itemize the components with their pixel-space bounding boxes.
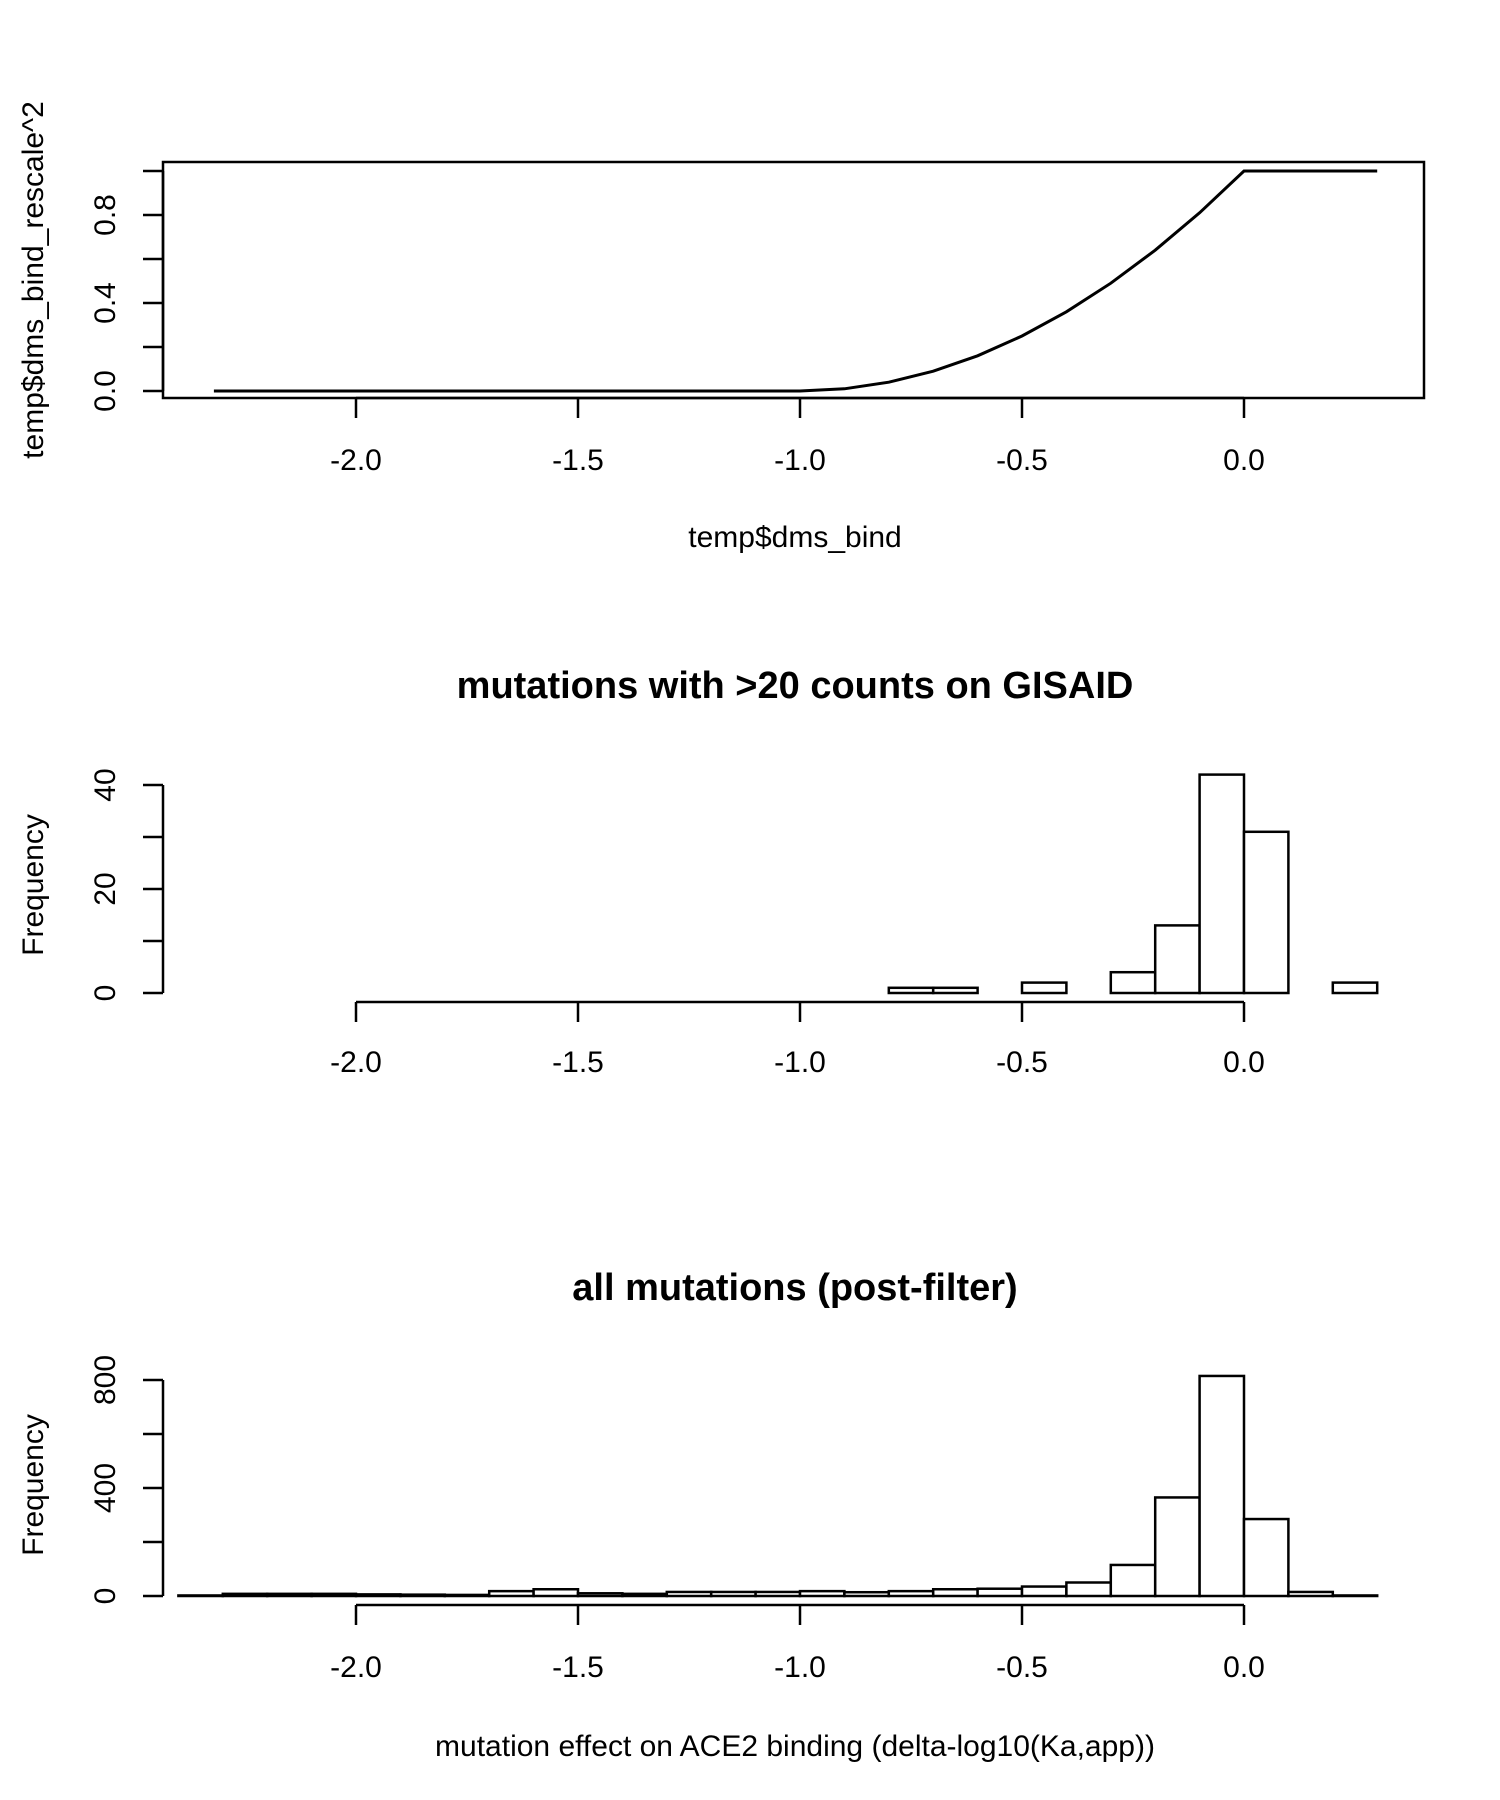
histogram-bar — [1153, 924, 1201, 995]
x-tick-label: -0.5 — [996, 444, 1048, 477]
x-tick-label: -2.0 — [330, 1651, 382, 1684]
x-tick-label: -1.0 — [774, 1651, 826, 1684]
series-line-1 — [213, 169, 1378, 393]
x-tick-label: -2.0 — [330, 1046, 382, 1079]
histogram-bar — [1109, 970, 1157, 995]
histogram-bar — [1198, 1374, 1246, 1598]
y-tick-label: 400 — [89, 1463, 122, 1513]
histogram-bar — [576, 1592, 624, 1598]
x-tick-label: -1.5 — [552, 1046, 604, 1079]
histogram-bar — [931, 986, 979, 995]
histogram-bar — [1020, 1585, 1068, 1598]
histogram-bar — [399, 1593, 447, 1598]
x-tick-label: -2.0 — [330, 444, 382, 477]
histogram-bar — [443, 1593, 491, 1598]
x-tick-label: -1.5 — [552, 1651, 604, 1684]
y-tick-label: 0.0 — [89, 370, 122, 412]
histogram-bar — [754, 1590, 802, 1598]
histogram-bar — [976, 1587, 1024, 1598]
histogram-bar — [265, 1592, 313, 1598]
y-tick-label: 20 — [89, 872, 122, 905]
histogram-bar — [887, 1589, 935, 1598]
chart-panel-3: all mutations (post-filter) 0 400 800 Freque… — [17, 1267, 1379, 1763]
histogram-bar — [310, 1592, 358, 1598]
x-axis-title: mutation effect on ACE2 binding (delta-l… — [435, 1730, 1155, 1763]
y-axis-title: Frequency — [17, 814, 50, 956]
histogram-bar — [487, 1589, 535, 1598]
chart-title: mutations with >20 counts on GISAID — [457, 665, 1134, 707]
x-tick-label: -1.0 — [774, 1046, 826, 1079]
chart-panel-1: 0.0 0.4 0.8 temp$dms_bind_rescale^2 -2.0 -1.5… — [17, 101, 1426, 554]
histogram-bar — [1242, 830, 1290, 995]
histogram-bar — [1020, 981, 1068, 995]
histogram-bar — [177, 1594, 225, 1598]
histogram-bar — [1198, 773, 1246, 995]
histogram-bar — [931, 1588, 979, 1598]
y-tick-label: 0.4 — [89, 282, 122, 324]
y-tick-label: 0 — [89, 985, 122, 1002]
x-tick-label: 0.0 — [1223, 1651, 1265, 1684]
plot-box — [161, 160, 1426, 400]
x-tick-label: -0.5 — [996, 1046, 1048, 1079]
y-tick-label: 40 — [89, 768, 122, 801]
x-axis-title: temp$dms_bind — [688, 521, 901, 554]
histogram-bar — [354, 1593, 402, 1598]
histogram-bar — [1287, 1590, 1335, 1598]
histogram-bar — [1109, 1563, 1157, 1598]
y-axis-title: temp$dms_bind_rescale^2 — [17, 101, 50, 459]
y-tick-label: 800 — [89, 1355, 122, 1405]
y-axis-title: Frequency — [17, 1414, 50, 1556]
histogram-bar — [1242, 1517, 1290, 1598]
y-tick-label: 0.8 — [89, 194, 122, 236]
x-tick-label: 0.0 — [1223, 444, 1265, 477]
chart-panel-2: mutations with >20 counts on GISAID 0 20 40… — [17, 665, 1379, 1079]
histogram-bar — [1153, 1496, 1201, 1598]
x-tick-label: 0.0 — [1223, 1046, 1265, 1079]
histogram-bar — [798, 1589, 846, 1598]
x-tick-label: -1.0 — [774, 444, 826, 477]
histogram-bar — [665, 1590, 713, 1598]
histogram-bar — [887, 986, 935, 995]
x-tick-label: -0.5 — [996, 1651, 1048, 1684]
histogram-bar — [709, 1590, 757, 1598]
histogram-bar — [843, 1590, 891, 1598]
histogram-bar — [221, 1592, 269, 1598]
histogram-bar — [1331, 981, 1379, 995]
histogram-bar — [532, 1588, 580, 1598]
histogram-bar — [1065, 1581, 1113, 1598]
y-tick-label: 0 — [89, 1588, 122, 1605]
histogram-bar — [1331, 1594, 1379, 1598]
x-tick-label: -1.5 — [552, 444, 604, 477]
chart-title: all mutations (post-filter) — [572, 1267, 1017, 1309]
histogram-bar — [621, 1592, 669, 1598]
